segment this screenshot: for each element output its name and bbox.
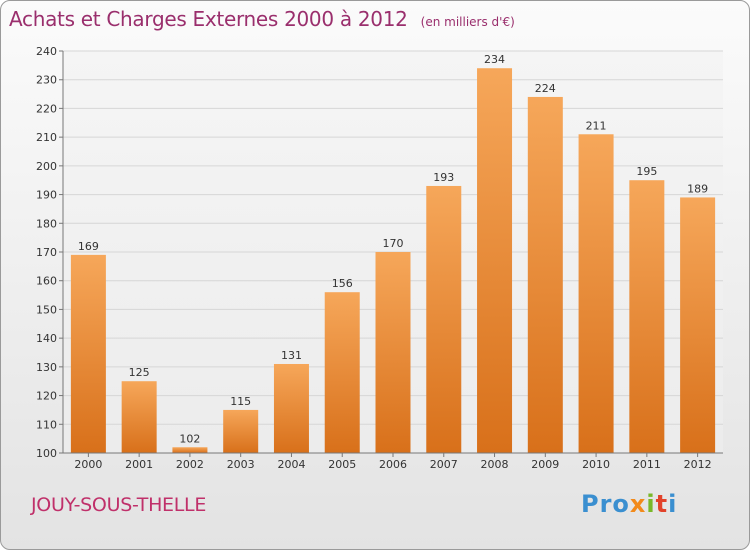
bar [375,252,411,453]
y-tick-label: 100 [36,447,57,460]
title-block: Achats et Charges Externes 2000 à 2012 (… [9,7,515,31]
data-label: 170 [383,237,404,250]
logo-part: x [629,490,647,518]
x-tick-label: 2004 [277,458,305,471]
logo-part: t [655,490,669,518]
logo-part: i [646,490,656,518]
bar [527,96,563,453]
x-tick-label: 2010 [582,458,610,471]
x-tick-label: 2007 [430,458,458,471]
bar [223,409,259,453]
y-tick-label: 230 [36,74,57,87]
y-tick-label: 160 [36,275,57,288]
chart-title: Achats et Charges Externes 2000 à 2012 [9,7,408,31]
bar [426,185,462,453]
bar [680,197,716,453]
data-label: 193 [433,171,454,184]
y-tick-label: 240 [36,45,57,58]
y-tick-label: 120 [36,390,57,403]
x-tick-label: 2012 [684,458,712,471]
x-tick-label: 2009 [531,458,559,471]
y-tick-label: 140 [36,332,57,345]
y-tick-label: 130 [36,361,57,374]
proxiti-logo[interactable]: Proxiti [581,490,677,518]
logo-part: Pro [581,490,630,518]
y-tick-label: 190 [36,189,57,202]
x-tick-label: 2005 [328,458,356,471]
y-tick-label: 180 [36,217,57,230]
x-tick-label: 2003 [227,458,255,471]
bar [273,363,309,453]
bar [477,68,513,453]
data-label: 224 [535,82,556,95]
bar [70,254,106,453]
data-label: 211 [586,119,607,132]
bar [172,447,208,453]
x-tick-label: 2002 [176,458,204,471]
city-name: JOUY-SOUS-THELLE [31,494,207,516]
data-label: 125 [129,366,150,379]
data-label: 156 [332,277,353,290]
y-tick-label: 110 [36,418,57,431]
logo-part: i [668,490,678,518]
chart-subtitle: (en milliers d'€) [420,15,515,29]
data-label: 169 [78,240,99,253]
y-tick-label: 170 [36,246,57,259]
bar [324,292,360,453]
y-tick-label: 150 [36,303,57,316]
data-label: 115 [230,395,251,408]
y-tick-label: 200 [36,160,57,173]
data-label: 131 [281,349,302,362]
data-label: 195 [636,165,657,178]
x-tick-label: 2000 [74,458,102,471]
data-label: 189 [687,182,708,195]
data-label: 234 [484,53,505,66]
x-tick-label: 2011 [633,458,661,471]
x-tick-label: 2006 [379,458,407,471]
x-tick-label: 2008 [481,458,509,471]
y-tick-label: 210 [36,131,57,144]
bar [121,381,157,453]
bar [629,180,665,453]
y-tick-label: 220 [36,102,57,115]
data-label: 102 [179,432,200,445]
bar [578,134,614,453]
x-tick-label: 2001 [125,458,153,471]
